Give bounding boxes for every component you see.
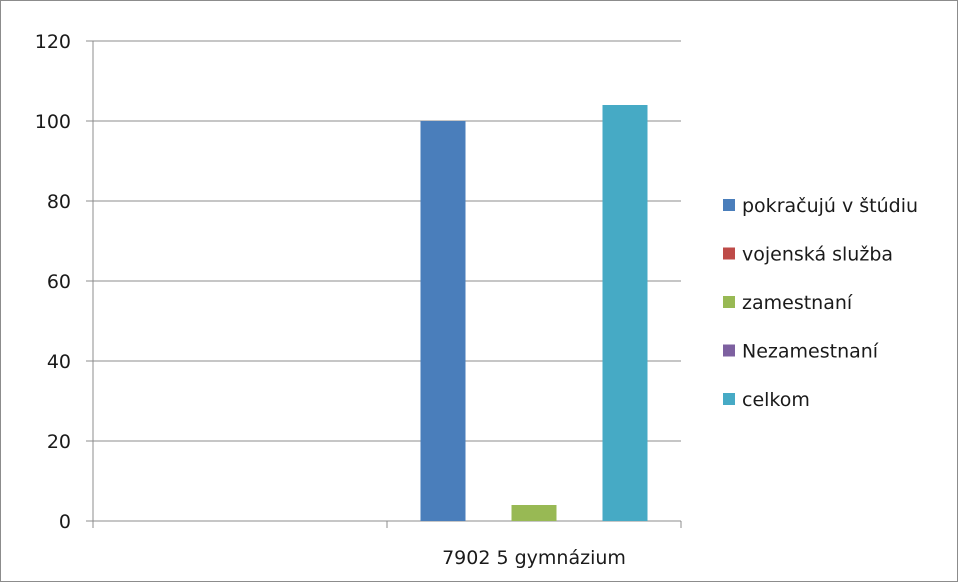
- gridlines: [93, 40, 681, 442]
- legend-swatch: [723, 247, 735, 260]
- y-tick-label: 100: [35, 111, 71, 133]
- y-axis-tick-labels: 0 20 40 60 80 100 120: [35, 31, 71, 533]
- legend-label: celkom: [742, 389, 810, 411]
- legend-swatch: [723, 393, 735, 405]
- bars: [420, 105, 648, 521]
- bar-pokra-uj-v-t-diu: [420, 121, 466, 521]
- y-tick-label: 40: [47, 351, 71, 373]
- y-tick-label: 20: [47, 431, 71, 453]
- legend: pokračujú v štúdiu vojenská služba zamestn…: [723, 195, 918, 411]
- legend-swatch: [723, 199, 735, 211]
- bar-zamestnan-: [511, 505, 557, 521]
- x-axis-category-labels: 7902 5 gymnázium: [442, 547, 626, 569]
- y-tick-label: 0: [59, 511, 71, 533]
- bar-celkom: [602, 105, 648, 521]
- legend-label: vojenská služba: [742, 244, 893, 266]
- legend-swatch: [723, 344, 735, 357]
- legend-label: pokračujú v štúdiu: [742, 195, 918, 217]
- y-tick-label: 80: [47, 191, 71, 213]
- legend-label: zamestnaní: [742, 292, 853, 314]
- legend-swatch: [723, 296, 735, 308]
- y-tick-label: 120: [35, 31, 71, 53]
- axes: [86, 40, 682, 528]
- y-tick-label: 60: [47, 271, 71, 293]
- x-category-label: 7902 5 gymnázium: [442, 547, 626, 569]
- legend-label: Nezamestnaní: [742, 341, 879, 363]
